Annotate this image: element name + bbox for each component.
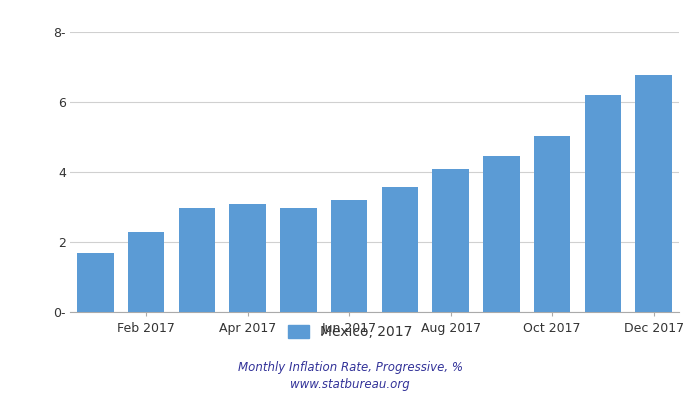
Legend: Mexico, 2017: Mexico, 2017: [288, 325, 412, 339]
Bar: [178, 208, 215, 312]
Bar: [382, 187, 418, 312]
Bar: [280, 208, 316, 312]
Bar: [534, 136, 570, 312]
Bar: [636, 75, 672, 312]
Bar: [77, 252, 113, 312]
Text: Monthly Inflation Rate, Progressive, %: Monthly Inflation Rate, Progressive, %: [237, 361, 463, 374]
Bar: [331, 200, 368, 312]
Text: www.statbureau.org: www.statbureau.org: [290, 378, 410, 391]
Bar: [230, 204, 266, 312]
Bar: [584, 95, 621, 312]
Bar: [483, 156, 519, 312]
Bar: [433, 168, 469, 312]
Bar: [128, 232, 164, 312]
